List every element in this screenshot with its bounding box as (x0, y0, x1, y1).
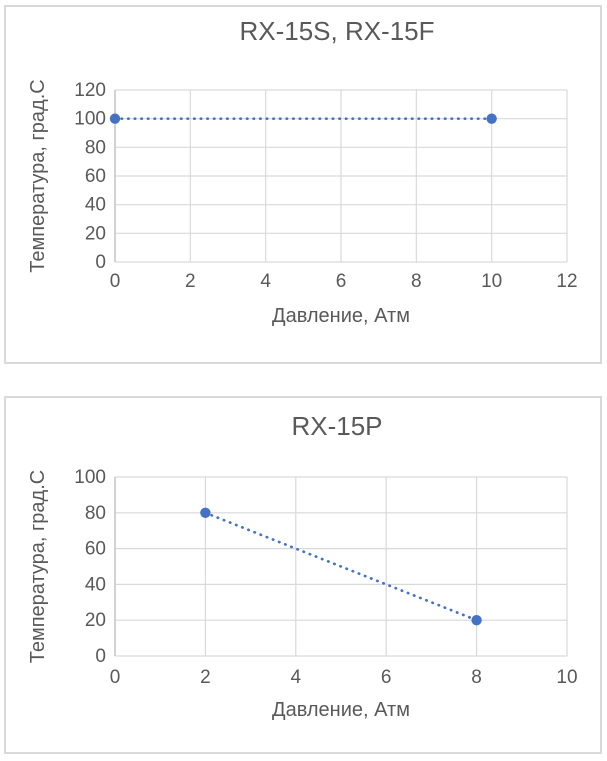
gridlines (114, 476, 568, 657)
y-axis-tick-label: 100 (74, 109, 106, 130)
x-axis-tick-label: 8 (411, 271, 422, 292)
x-axis-tick-label: 0 (110, 667, 121, 688)
data-point-marker (471, 615, 482, 626)
y-axis-tick-label: 20 (85, 223, 106, 244)
x-axis-tick-label: 12 (556, 271, 577, 292)
y-axis-tick-label: 40 (85, 195, 106, 216)
x-axis-tick-label: 8 (471, 667, 482, 688)
x-axis-title: Давление, Атм (272, 699, 410, 721)
y-axis-tick-label: 80 (85, 503, 106, 524)
x-axis-tick-label: 6 (381, 667, 392, 688)
x-axis-tick-label: 10 (481, 271, 502, 292)
chart-panel-rx15p: RX-15P 100 80 60 40 20 0 0 2 4 6 8 10 Давление, Атм Те… (4, 396, 602, 754)
data-point-marker (200, 507, 211, 518)
data-point-marker (486, 113, 497, 124)
y-axis-tick-label: 60 (85, 166, 106, 187)
y-axis-tick-label: 20 (85, 610, 106, 631)
y-axis-tick-label: 40 (85, 574, 106, 595)
x-axis-tick-label: 2 (185, 271, 196, 292)
y-axis-title: Температура, град.С (27, 79, 49, 272)
x-axis-tick-label: 0 (110, 271, 121, 292)
gridlines (114, 89, 568, 263)
x-axis-tick-label: 4 (291, 667, 302, 688)
y-axis-tick-label: 80 (85, 137, 106, 158)
y-axis-tick-label: 60 (85, 539, 106, 560)
chart-panel-rx15s-rx15f: RX-15S, RX-15F 120 100 80 60 40 20 0 0 2 4 6 8 10 12 Да… (4, 5, 602, 364)
y-axis-tick-label: 0 (95, 646, 106, 667)
x-axis-tick-label: 2 (200, 667, 211, 688)
chart-title: RX-15S, RX-15F (239, 16, 434, 46)
y-axis-tick-label: 100 (74, 467, 106, 488)
y-axis-title: Температура, град.С (27, 470, 49, 663)
chart-canvas-1: RX-15P 100 80 60 40 20 00 2 4 6 8 10 Давление, Атм Те… (27, 411, 578, 721)
data-point-marker (109, 113, 121, 124)
chart-canvas-0: RX-15S, RX-15F 120 100 80 60 40 20 00 2 4 6 8 10 12 Да… (27, 16, 578, 327)
y-axis-tick-label: 120 (74, 80, 106, 101)
x-axis-tick-label: 10 (556, 667, 577, 688)
series-dotted-line (204, 511, 478, 622)
chart-title: RX-15P (291, 411, 382, 441)
x-axis-tick-label: 6 (336, 271, 347, 292)
x-axis-title: Давление, Атм (272, 305, 410, 327)
y-axis-tick-label: 0 (95, 252, 106, 273)
x-axis-tick-label: 4 (260, 271, 271, 292)
